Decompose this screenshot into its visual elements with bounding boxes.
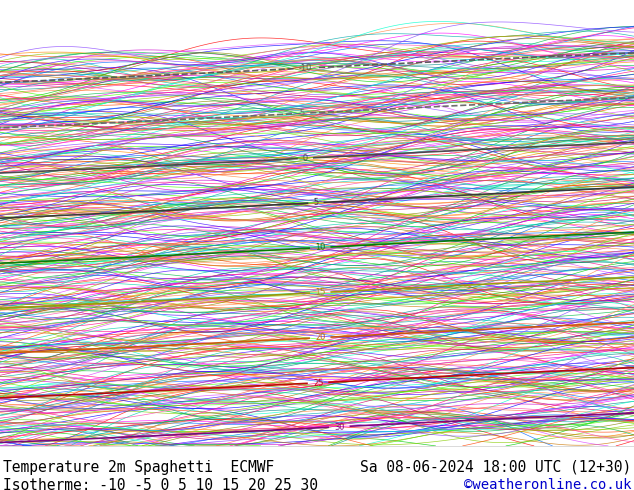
Text: 25: 25 (313, 378, 323, 388)
Text: 15: 15 (314, 288, 326, 297)
Text: 30: 30 (333, 422, 345, 432)
Text: Temperature 2m Spaghetti  ECMWF: Temperature 2m Spaghetti ECMWF (3, 460, 275, 475)
Text: 0: 0 (302, 153, 308, 163)
Text: 10: 10 (314, 243, 326, 252)
Text: Sa 08-06-2024 18:00 UTC (12+30): Sa 08-06-2024 18:00 UTC (12+30) (359, 460, 631, 475)
Text: ©weatheronline.co.uk: ©weatheronline.co.uk (463, 478, 631, 490)
Text: 5: 5 (313, 198, 319, 207)
Text: -5: -5 (297, 109, 306, 118)
Text: -10: -10 (299, 63, 313, 73)
Text: Isotherme: -10 -5 0 5 10 15 20 25 30: Isotherme: -10 -5 0 5 10 15 20 25 30 (3, 478, 318, 490)
Text: 20: 20 (314, 333, 326, 343)
